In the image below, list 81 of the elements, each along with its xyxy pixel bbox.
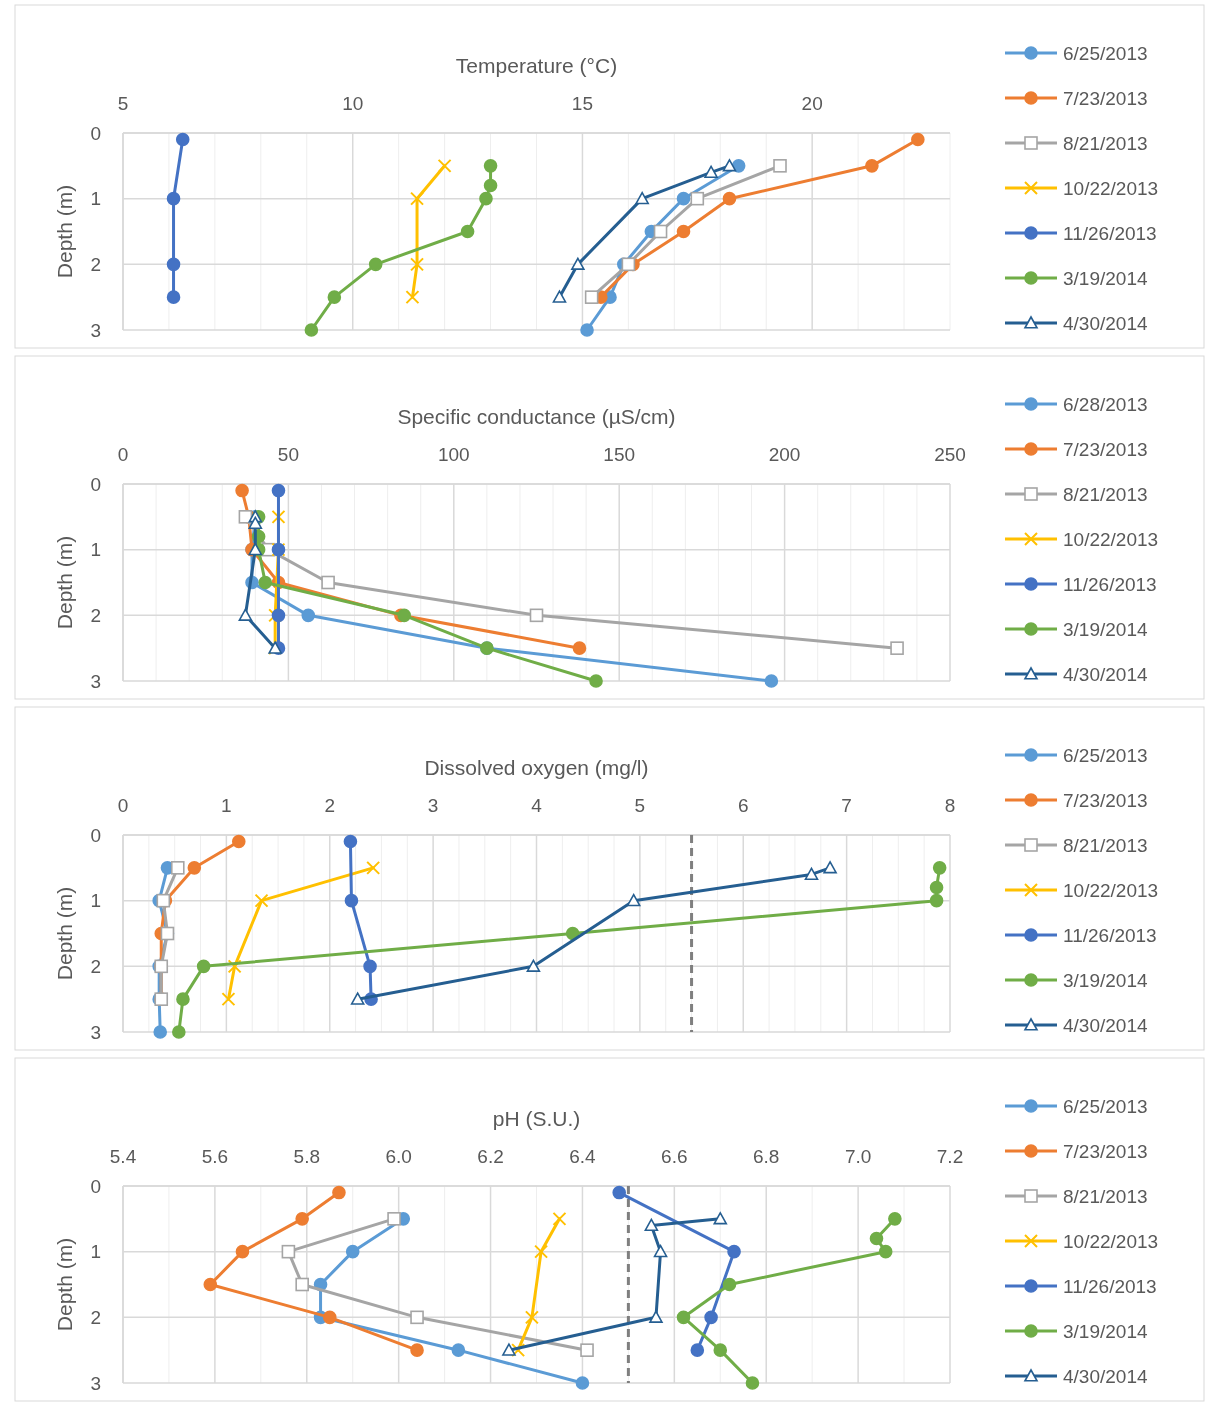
x-tick-label: 100 bbox=[437, 444, 470, 465]
x-tick-label: 250 bbox=[934, 444, 966, 465]
y-tick-label: 1 bbox=[90, 188, 101, 210]
legend-label: 11/26/2013 bbox=[1063, 222, 1157, 244]
y-tick-label: 1 bbox=[90, 890, 101, 912]
chart-title: Temperature (°C) bbox=[455, 54, 618, 77]
x-tick-label: 6.6 bbox=[661, 1146, 688, 1167]
legend-label: 8/21/2013 bbox=[1063, 1185, 1148, 1207]
x-tick-label: 15 bbox=[571, 93, 594, 114]
y-tick-label: 0 bbox=[90, 1175, 101, 1197]
legend-label: 10/22/2013 bbox=[1063, 177, 1159, 199]
x-tick-label: 20 bbox=[801, 93, 823, 114]
x-tick-label: 200 bbox=[768, 444, 801, 465]
y-tick-label: 3 bbox=[90, 1021, 101, 1043]
y-tick-label: 0 bbox=[90, 473, 101, 495]
legend-label: 6/25/2013 bbox=[1063, 744, 1148, 766]
legend-label: 4/30/2014 bbox=[1063, 1365, 1148, 1387]
x-tick-label: 7.0 bbox=[844, 1146, 872, 1167]
legend-label: 3/19/2014 bbox=[1063, 618, 1148, 640]
legend-label: 3/19/2014 bbox=[1063, 969, 1148, 991]
chart-title: pH (S.U.) bbox=[492, 1107, 581, 1130]
x-tick-label: 10 bbox=[342, 93, 364, 114]
x-tick-label: 6.8 bbox=[753, 1146, 780, 1167]
y-axis-title: Depth (m) bbox=[53, 184, 76, 279]
legend-label: 8/21/2013 bbox=[1063, 483, 1148, 505]
legend-label: 3/19/2014 bbox=[1063, 267, 1148, 289]
y-axis-title: Depth (m) bbox=[53, 535, 76, 630]
x-tick-label: 6.2 bbox=[477, 1146, 504, 1167]
legend-label: 4/30/2014 bbox=[1063, 312, 1148, 334]
legend-label: 10/22/2013 bbox=[1063, 879, 1159, 901]
x-tick-label: 5.8 bbox=[293, 1146, 320, 1167]
x-tick-label: 0 bbox=[117, 444, 129, 465]
y-axis-title: Depth (m) bbox=[53, 886, 76, 981]
x-tick-label: 6 bbox=[737, 795, 749, 816]
x-tick-label: 7 bbox=[841, 795, 852, 816]
x-tick-label: 0 bbox=[117, 795, 129, 816]
x-tick-label: 6.4 bbox=[569, 1146, 597, 1167]
x-tick-label: 6.0 bbox=[385, 1146, 412, 1167]
legend-label: 11/26/2013 bbox=[1063, 1275, 1157, 1297]
legend-label: 7/23/2013 bbox=[1063, 438, 1148, 460]
legend-label: 11/26/2013 bbox=[1063, 924, 1157, 946]
y-tick-label: 0 bbox=[90, 122, 101, 144]
legend-label: 8/21/2013 bbox=[1063, 132, 1148, 154]
x-tick-label: 50 bbox=[277, 444, 299, 465]
legend-label: 4/30/2014 bbox=[1063, 663, 1148, 685]
x-tick-label: 5.6 bbox=[201, 1146, 229, 1167]
y-tick-label: 3 bbox=[90, 1372, 101, 1394]
x-tick-label: 3 bbox=[427, 795, 439, 816]
y-axis-title: Depth (m) bbox=[53, 1237, 76, 1332]
legend-label: 6/28/2013 bbox=[1063, 393, 1148, 415]
x-tick-label: 5 bbox=[117, 93, 129, 114]
chart-title: Dissolved oxygen (mg/l) bbox=[424, 756, 649, 779]
legend-label: 4/30/2014 bbox=[1063, 1014, 1148, 1036]
y-tick-label: 0 bbox=[90, 824, 101, 846]
legend-label: 6/25/2013 bbox=[1063, 42, 1148, 64]
legend-label: 10/22/2013 bbox=[1063, 528, 1159, 550]
x-tick-label: 150 bbox=[603, 444, 636, 465]
y-tick-label: 2 bbox=[90, 253, 101, 275]
x-tick-label: 5 bbox=[634, 795, 646, 816]
legend-label: 7/23/2013 bbox=[1063, 789, 1148, 811]
legend-label: 3/19/2014 bbox=[1063, 1320, 1148, 1342]
x-tick-label: 5.4 bbox=[109, 1146, 137, 1167]
x-tick-label: 4 bbox=[531, 795, 543, 816]
legend-label: 8/21/2013 bbox=[1063, 834, 1148, 856]
legend-label: 10/22/2013 bbox=[1063, 1230, 1159, 1252]
y-tick-label: 1 bbox=[90, 539, 101, 561]
y-tick-label: 1 bbox=[90, 1241, 101, 1263]
x-tick-label: 8 bbox=[944, 795, 956, 816]
legend-label: 11/26/2013 bbox=[1063, 573, 1157, 595]
x-tick-label: 7.2 bbox=[936, 1146, 964, 1167]
legend-label: 7/23/2013 bbox=[1063, 87, 1148, 109]
y-tick-label: 3 bbox=[90, 319, 101, 341]
x-tick-label: 1 bbox=[221, 795, 232, 816]
chart-title: Specific conductance (µS/cm) bbox=[397, 405, 676, 428]
y-tick-label: 2 bbox=[90, 1306, 101, 1328]
legend-label: 7/23/2013 bbox=[1063, 1140, 1148, 1162]
x-tick-label: 2 bbox=[324, 795, 336, 816]
y-tick-label: 2 bbox=[90, 604, 101, 626]
legend-label: 6/25/2013 bbox=[1063, 1095, 1148, 1117]
y-tick-label: 3 bbox=[90, 670, 101, 692]
y-tick-label: 2 bbox=[90, 955, 101, 977]
